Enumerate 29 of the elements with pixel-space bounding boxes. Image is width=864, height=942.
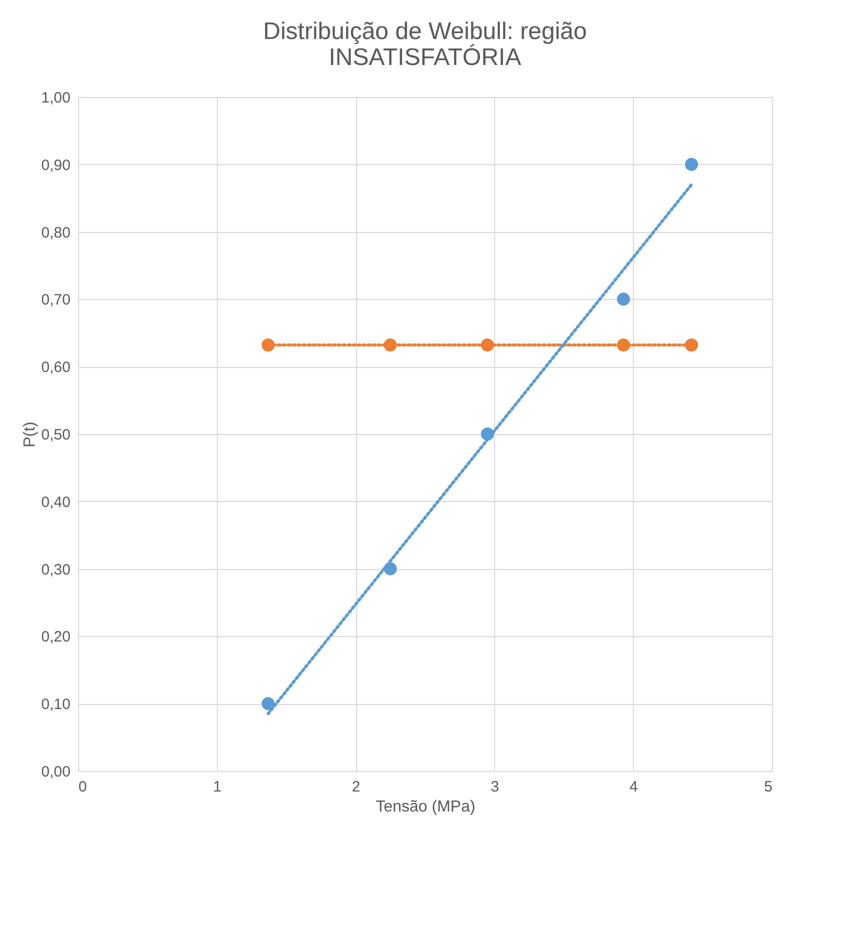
x-tick-label: 0 xyxy=(78,778,87,796)
point xyxy=(384,338,397,352)
x-tick-label: 2 xyxy=(352,778,360,796)
point xyxy=(616,292,630,306)
y-tick-label: 0,50 xyxy=(41,426,70,444)
y-tick-label: 0,00 xyxy=(41,764,70,780)
point xyxy=(684,158,698,171)
x-tick-label: 1 xyxy=(213,778,222,796)
x-tick-label: 3 xyxy=(490,778,500,796)
point xyxy=(262,338,275,352)
y-tick-label: 0,70 xyxy=(41,292,70,309)
text: INSATISFATÓRIA xyxy=(328,44,522,71)
x-tick-label: 5 xyxy=(764,778,772,796)
point xyxy=(684,338,698,352)
y-tick-label: 1,00 xyxy=(41,90,70,106)
y-tick-label: 0,90 xyxy=(41,156,70,174)
y-tick-label: 0,30 xyxy=(41,561,70,578)
text: Distribuição de Weibull: região xyxy=(263,18,587,45)
y-tick-label: 0,10 xyxy=(41,696,70,714)
x-tick-label: 4 xyxy=(630,778,638,796)
point xyxy=(262,697,275,710)
y-axis-title: P(t) xyxy=(21,422,38,448)
x-axis-title: Tensão (MPa) xyxy=(376,798,476,816)
y-tick-label: 0,40 xyxy=(41,494,70,511)
point xyxy=(616,338,630,352)
y-tick-label: 0,20 xyxy=(41,628,70,646)
point xyxy=(480,338,494,352)
y-tick-label: 0,80 xyxy=(41,224,70,242)
y-tick-label: 0,60 xyxy=(41,359,70,376)
